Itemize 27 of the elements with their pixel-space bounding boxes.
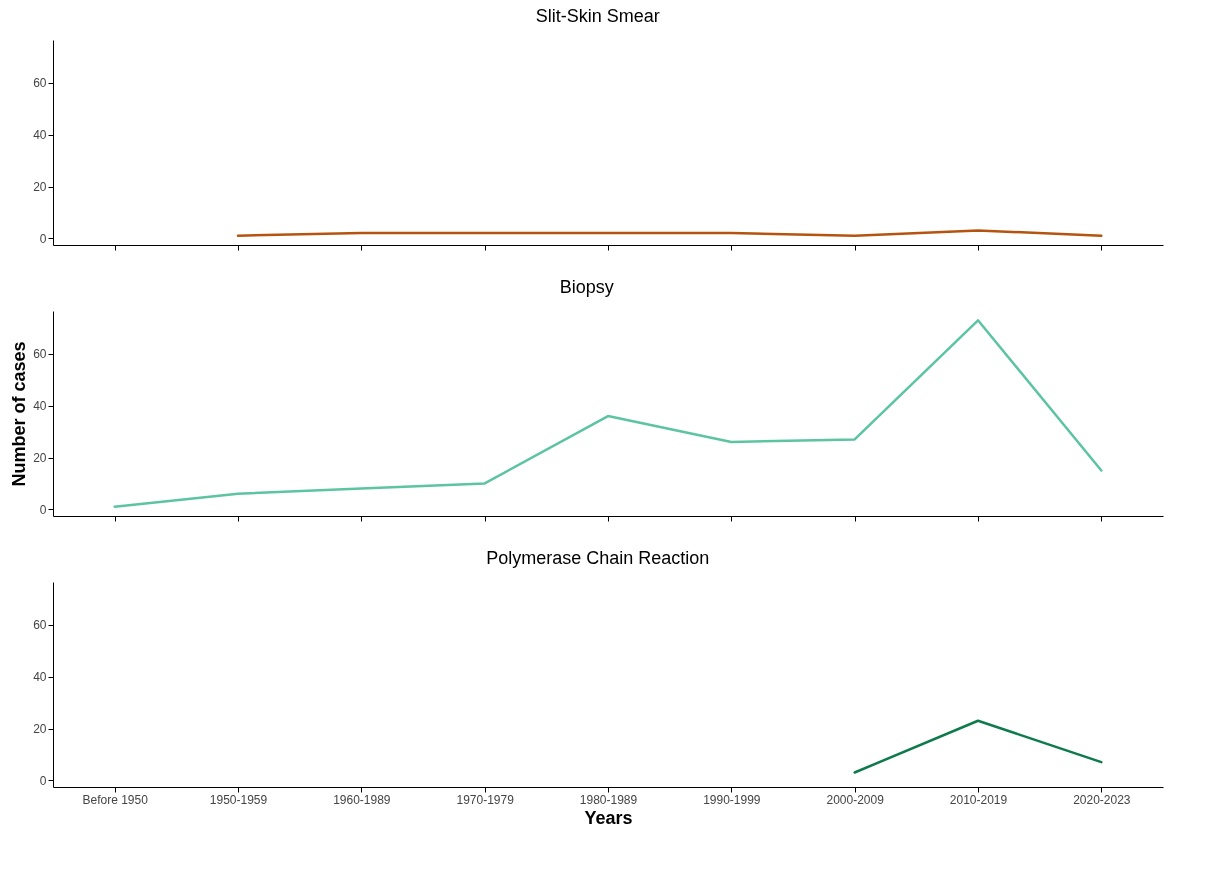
x-tick-label: 1950-1959 xyxy=(209,792,268,807)
y-tick-label: 0 xyxy=(39,502,47,517)
x-tick-label: 1960-1989 xyxy=(333,792,391,807)
y-tick-label: 20 xyxy=(33,451,47,465)
y-tick-label: 60 xyxy=(33,347,47,362)
x-tick-label: Before 1950 xyxy=(82,792,149,807)
y-tick-label: 20 xyxy=(33,180,47,194)
line-series xyxy=(113,319,1103,508)
y-tick-label: 60 xyxy=(33,618,47,633)
y-tick-label: 60 xyxy=(33,76,47,91)
x-tick-label: 1970-1979 xyxy=(456,792,515,807)
y-tick-label: 40 xyxy=(33,399,47,414)
y-axis-title: Number of cases xyxy=(9,341,30,487)
x-tick-label: 2010-2019 xyxy=(949,792,1008,807)
x-tick-label: 1980-1989 xyxy=(579,792,638,807)
x-tick-label: 1990-1999 xyxy=(703,792,761,807)
y-tick-label: 0 xyxy=(39,773,47,788)
x-axis-title: Years xyxy=(584,807,633,828)
y-tick-label: 40 xyxy=(33,128,47,143)
chart-title: Polymerase Chain Reaction xyxy=(486,548,710,568)
chart-title: Slit-Skin Smear xyxy=(535,6,660,26)
chart-title: Biopsy xyxy=(559,277,614,297)
y-tick-label: 20 xyxy=(33,722,47,736)
x-tick-label: 2020-2023 xyxy=(1073,792,1131,807)
y-tick-label: 0 xyxy=(39,231,47,246)
x-tick-label: 2000-2009 xyxy=(826,792,885,807)
y-tick-label: 40 xyxy=(33,670,47,685)
